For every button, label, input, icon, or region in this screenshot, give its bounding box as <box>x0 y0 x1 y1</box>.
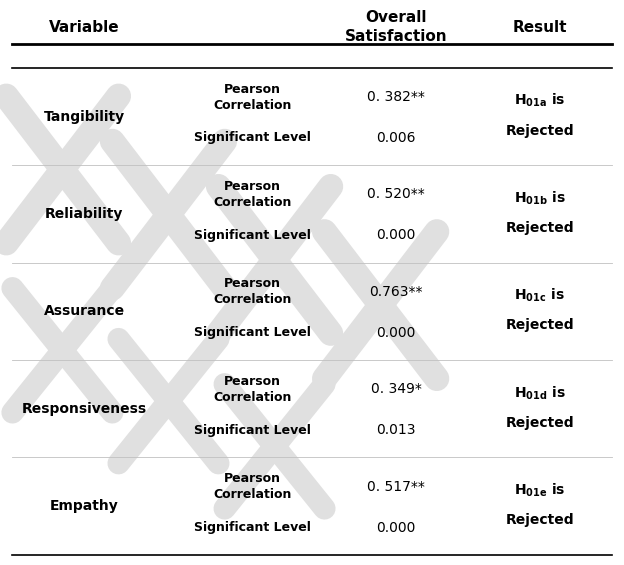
Text: Responsiveness: Responsiveness <box>22 402 147 416</box>
Text: 0.000: 0.000 <box>376 228 416 242</box>
Text: Rejected: Rejected <box>505 124 574 138</box>
Text: 0.000: 0.000 <box>376 520 416 534</box>
Text: $\mathbf{H}_{\mathbf{01a}}$ is: $\mathbf{H}_{\mathbf{01a}}$ is <box>514 92 565 110</box>
Text: Rejected: Rejected <box>505 513 574 527</box>
Text: Significant Level: Significant Level <box>194 229 311 242</box>
Text: Tangibility: Tangibility <box>44 110 125 124</box>
Text: Result: Result <box>512 20 567 34</box>
Text: Variable: Variable <box>49 20 120 34</box>
Text: 0. 520**: 0. 520** <box>368 188 425 202</box>
Text: 0. 382**: 0. 382** <box>368 90 425 104</box>
Text: 0. 517**: 0. 517** <box>368 480 425 494</box>
Text: Significant Level: Significant Level <box>194 326 311 339</box>
Text: 0.013: 0.013 <box>376 423 416 437</box>
Text: Assurance: Assurance <box>44 305 125 318</box>
Text: 0.006: 0.006 <box>376 131 416 145</box>
Text: Pearson
Correlation: Pearson Correlation <box>213 180 292 209</box>
Text: Significant Level: Significant Level <box>194 132 311 145</box>
Text: 0. 349*: 0. 349* <box>371 383 422 396</box>
Text: Rejected: Rejected <box>505 319 574 332</box>
Text: Pearson
Correlation: Pearson Correlation <box>213 277 292 306</box>
Text: 0.000: 0.000 <box>376 326 416 340</box>
Text: Reliability: Reliability <box>45 207 124 221</box>
Text: $\mathbf{H}_{\mathbf{01c}}$ is: $\mathbf{H}_{\mathbf{01c}}$ is <box>514 287 565 304</box>
Text: 0.763**: 0.763** <box>369 285 423 299</box>
Text: Rejected: Rejected <box>505 416 574 430</box>
Text: Pearson
Correlation: Pearson Correlation <box>213 375 292 404</box>
Text: Empathy: Empathy <box>50 499 119 513</box>
Text: Overall
Satisfaction: Overall Satisfaction <box>345 10 447 44</box>
Text: Pearson
Correlation: Pearson Correlation <box>213 82 292 111</box>
Text: Significant Level: Significant Level <box>194 521 311 534</box>
Text: Rejected: Rejected <box>505 221 574 235</box>
Text: $\mathbf{H}_{\mathbf{01e}}$ is: $\mathbf{H}_{\mathbf{01e}}$ is <box>514 481 565 499</box>
Text: $\mathbf{H}_{\mathbf{01b}}$ is: $\mathbf{H}_{\mathbf{01b}}$ is <box>514 189 566 207</box>
Text: Pearson
Correlation: Pearson Correlation <box>213 472 292 501</box>
Text: $\mathbf{H}_{\mathbf{01d}}$ is: $\mathbf{H}_{\mathbf{01d}}$ is <box>514 384 566 402</box>
Text: Significant Level: Significant Level <box>194 424 311 437</box>
